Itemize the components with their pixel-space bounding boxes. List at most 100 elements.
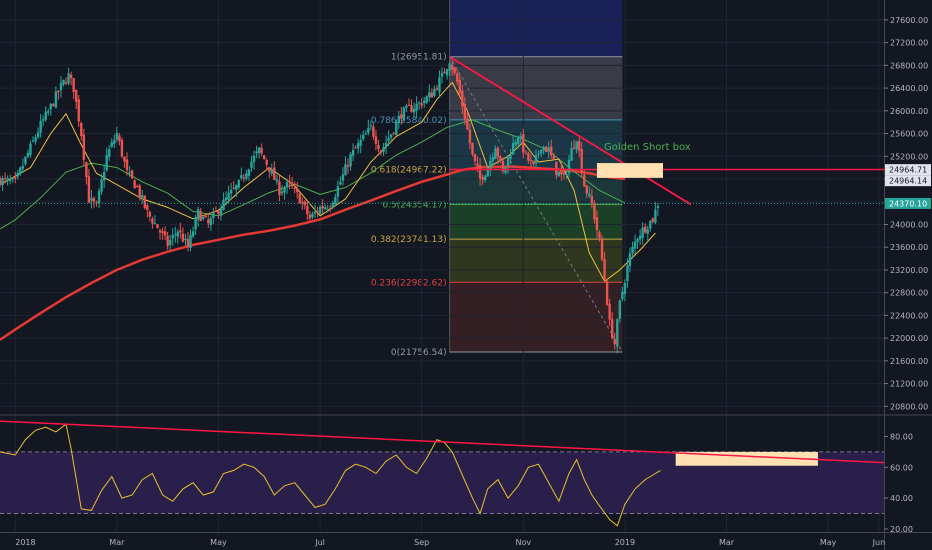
fib-level-label: 0.786(25840.02) [371, 116, 447, 126]
candle-body [14, 177, 17, 179]
candle-body [583, 174, 586, 187]
overlays: Golden Short box [0, 55, 884, 353]
fib-level-label: 0(21756.54) [391, 348, 447, 358]
candle-body [156, 224, 159, 229]
candle-body [57, 91, 60, 93]
candle-body [3, 178, 7, 180]
candle-body [19, 167, 22, 174]
candle-body [557, 171, 561, 177]
candle-body [377, 144, 380, 150]
candle-body [654, 209, 657, 223]
candle-body [8, 180, 12, 182]
candle-body [62, 79, 65, 85]
candle-body [443, 71, 446, 74]
candle-body [135, 185, 139, 187]
price-tick-label: 27200.00 [890, 39, 928, 48]
candle-body [240, 175, 243, 179]
candle-body [80, 122, 83, 136]
candle-body [67, 73, 70, 84]
candle-body [649, 220, 652, 229]
candle-body [153, 223, 157, 225]
candle-body [143, 195, 146, 208]
candle-body [438, 77, 441, 93]
candle-body [278, 181, 281, 196]
candle-body [296, 188, 299, 193]
time-tick-label: Mar [109, 538, 125, 547]
candle-body [252, 155, 256, 163]
candle-body [108, 149, 111, 157]
candle-body [527, 152, 530, 161]
price-tick-label: 20800.00 [890, 402, 928, 411]
candle-body [529, 159, 533, 161]
candle-body [113, 139, 116, 144]
golden-short-box-label: Golden Short box [604, 142, 691, 153]
candle-body [552, 156, 555, 160]
candle-body [85, 162, 88, 178]
candle-body [207, 219, 210, 224]
candle-body [616, 319, 619, 347]
candle-body [245, 173, 248, 179]
candle-body [565, 173, 568, 176]
candle-body [532, 160, 535, 165]
candle-body [356, 143, 360, 149]
candle-body [534, 155, 538, 164]
candle-body [326, 208, 329, 210]
candle-body [344, 164, 347, 176]
candle-body [430, 92, 434, 98]
candle-body [11, 178, 14, 180]
fib-level-label: 0.236(22982.62) [371, 278, 447, 288]
candle-body [623, 282, 627, 294]
candle-body [638, 235, 642, 240]
candle-body [537, 153, 540, 155]
candle-body [400, 114, 403, 119]
candle-body [496, 147, 500, 157]
candle-body [501, 161, 505, 172]
candle-body [301, 201, 304, 204]
candle-body [92, 198, 96, 202]
candle-body [260, 147, 263, 154]
candle-body [605, 281, 609, 306]
candle-body [651, 218, 655, 222]
candle-body [331, 202, 334, 208]
fib-zone [449, 282, 623, 352]
candle-body [69, 74, 73, 79]
candle-body [595, 217, 599, 231]
candle-body [285, 182, 289, 188]
candle-body [590, 195, 594, 204]
candle-body [369, 125, 373, 127]
candle-body [524, 151, 528, 153]
candle-body [313, 211, 317, 214]
candle-body [483, 175, 487, 181]
candle-body [656, 206, 660, 208]
candle-body [186, 238, 190, 247]
candle-body [603, 259, 606, 280]
candle-body [453, 68, 456, 73]
candle-body [21, 165, 25, 169]
candle-body [247, 169, 251, 176]
candle-body [440, 72, 444, 77]
rsi-tick-label: 20.00 [890, 525, 913, 534]
candle-body [237, 180, 240, 188]
candle-body [542, 146, 545, 151]
candle-body [387, 138, 390, 142]
candle-body [242, 177, 246, 179]
candle-body [219, 208, 223, 216]
candle-body [339, 181, 342, 185]
price-tick-label: 25200.00 [890, 152, 928, 161]
price-tick-label: 21600.00 [890, 357, 928, 366]
candle-body [141, 195, 144, 198]
candle-body [511, 143, 515, 155]
candle-body [420, 103, 423, 106]
candle-body [318, 206, 322, 214]
candle-body [608, 303, 611, 320]
time-tick-label: Nov [515, 538, 531, 547]
candle-body [59, 83, 63, 91]
candle-body [64, 82, 68, 84]
candle-body [389, 134, 393, 138]
time-tick-label: Sep [414, 538, 429, 547]
candle-body [397, 115, 401, 123]
candle-body [372, 126, 375, 137]
price-tick-label: 25600.00 [890, 130, 928, 139]
fib-level-label: 0.382(23741.13) [371, 235, 447, 245]
